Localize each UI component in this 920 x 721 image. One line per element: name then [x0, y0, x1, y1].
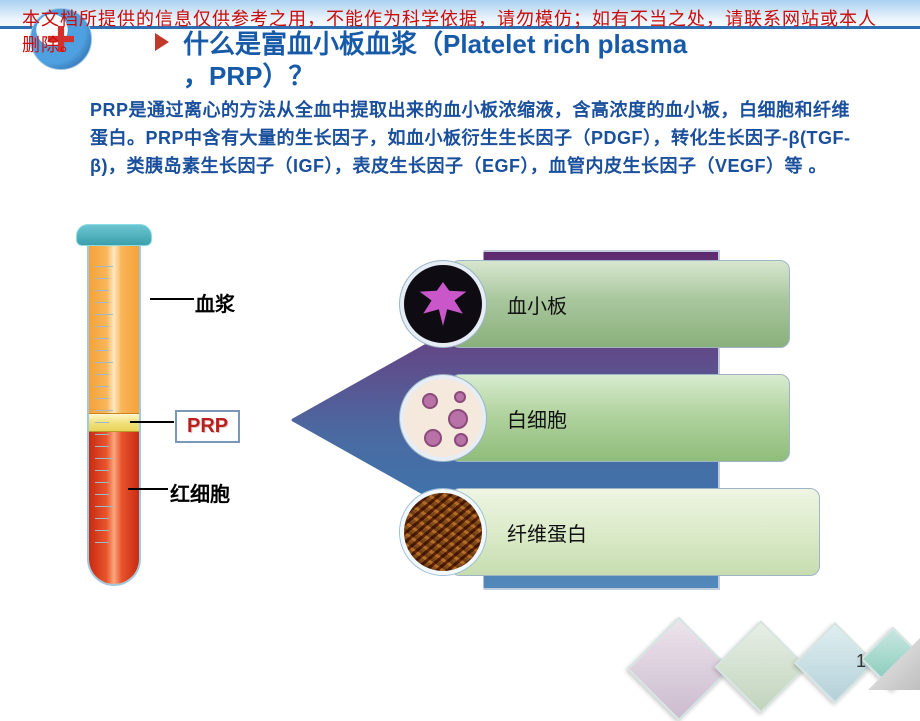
prp-label-box: PRP	[175, 410, 240, 443]
component-box-platelet: 血小板	[450, 260, 790, 348]
platelet-icon	[400, 261, 486, 347]
test-tube-diagram	[76, 224, 152, 594]
component-box-wbc: 白细胞	[450, 374, 790, 462]
component-label: 白细胞	[507, 404, 567, 433]
footer-decoration	[580, 624, 920, 694]
component-label: 血小板	[507, 290, 567, 319]
leader-line	[130, 421, 174, 423]
gem-icon	[714, 620, 807, 713]
tube-body	[87, 246, 141, 586]
fibrin-image-wrap	[400, 486, 500, 578]
platelet-image-wrap	[400, 258, 500, 350]
tube-cap	[76, 224, 152, 246]
page-number: 1	[856, 651, 866, 672]
leader-line	[150, 298, 194, 300]
rbc-label: 红细胞	[170, 478, 230, 507]
component-label: 纤维蛋白	[507, 518, 587, 547]
fibrin-icon	[400, 489, 486, 575]
plasma-label: 血浆	[195, 288, 235, 317]
wbc-image-wrap	[400, 372, 500, 464]
description-text: PRP是通过离心的方法从全血中提取出来的血小板浓缩液，含高浓度的血小板，白细胞和…	[90, 96, 865, 180]
component-box-fibrin: 纤维蛋白	[450, 488, 820, 576]
disclaimer-text: 本文档所提供的信息仅供参考之用，不能作为科学依据，请勿模仿；如有不当之处，请联系…	[22, 6, 880, 58]
title-line2: ，PRP）？	[183, 61, 314, 91]
leader-line	[128, 488, 168, 490]
tube-ticks	[95, 266, 113, 564]
wbc-icon	[400, 375, 486, 461]
